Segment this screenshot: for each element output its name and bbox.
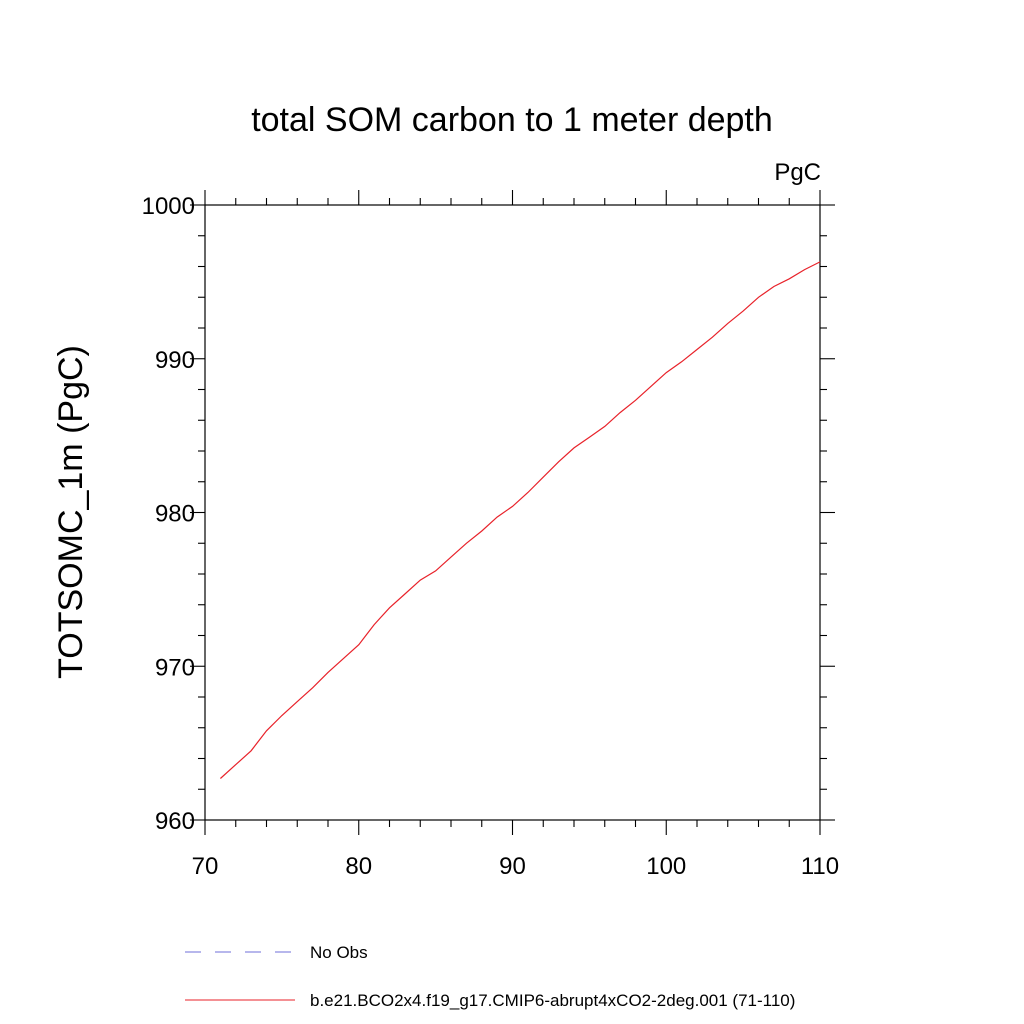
units-label: PgC <box>774 159 821 186</box>
x-tick-label: 100 <box>646 853 686 880</box>
y-axis-label: TOTSOMC_1m (PgC) <box>52 345 90 679</box>
y-tick-label: 960 <box>155 808 195 835</box>
x-tick-label: 80 <box>345 853 372 880</box>
chart-title: total SOM carbon to 1 meter depth <box>251 101 773 139</box>
axis-tick-labels: 70 80 90 100 110 960 970 980 990 1000 <box>142 193 840 880</box>
x-tick-label: 90 <box>499 853 526 880</box>
legend-label: No Obs <box>310 943 368 962</box>
y-tick-label: 980 <box>155 501 195 528</box>
y-tick-label: 990 <box>155 347 195 374</box>
x-tick-label: 110 <box>801 853 839 880</box>
y-tick-label: 1000 <box>142 193 195 220</box>
series-line-2 <box>219 261 821 779</box>
plot-frame <box>204 204 821 821</box>
y-tick-label: 970 <box>155 654 195 681</box>
legend-label: b.e21.BCO2x4.f19_g17.CMIP6-abrupt4xCO2-2… <box>310 991 795 1010</box>
series-layer <box>219 261 821 779</box>
x-tick-label: 70 <box>192 853 219 880</box>
axis-ticks <box>190 190 835 835</box>
legend: No Obs b.e21.BCO2x4.f19_g17.CMIP6-abrupt4… <box>185 943 795 1010</box>
